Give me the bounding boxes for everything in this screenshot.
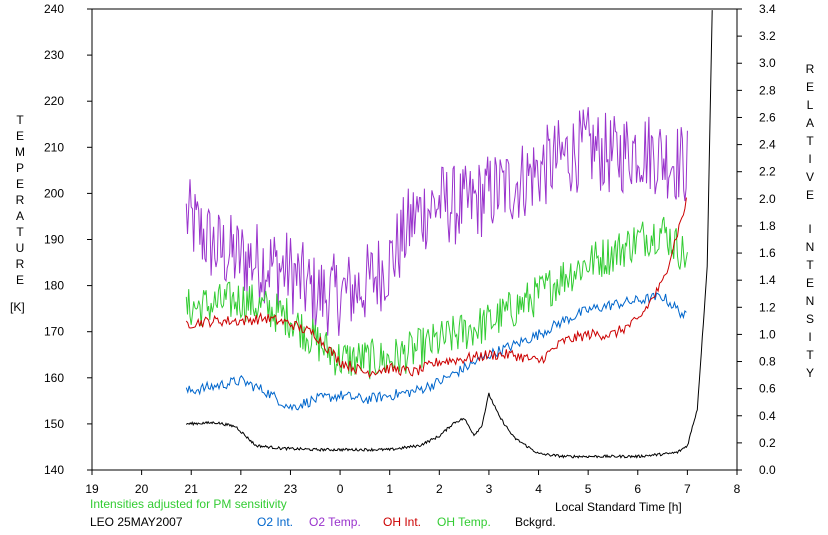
right-axis-letter: T [806, 258, 814, 272]
series-line-bckgrd [185, 10, 713, 459]
x-tick-label: 22 [234, 482, 248, 496]
left-axis-letter: U [15, 241, 25, 255]
right-tick-label: 0.0 [759, 463, 776, 477]
left-tick-label: 150 [44, 417, 64, 431]
right-tick-label: 2.8 [759, 83, 776, 97]
legend-item-o2-int: O2 Int. [257, 515, 294, 529]
right-tick-label: 2.0 [759, 192, 776, 206]
left-tick-label: 140 [44, 463, 64, 477]
right-axis-letter: T [806, 134, 814, 148]
left-axis-unit: [K] [10, 300, 25, 314]
x-tick-label: 3 [486, 482, 493, 496]
right-tick-label: 0.8 [759, 355, 776, 369]
left-axis-letter: E [15, 273, 24, 287]
x-tick-label: 1 [386, 482, 393, 496]
right-axis-letter: V [805, 170, 814, 184]
series-line-oh-int [185, 197, 687, 379]
right-axis-letter: N [805, 294, 815, 308]
x-tick-label: 19 [85, 482, 99, 496]
sensitivity-note: Intensities adjusted for PM sensitivity [90, 497, 287, 511]
right-tick-label: 0.2 [759, 436, 776, 450]
legend-item-oh-temp: OH Temp. [437, 515, 491, 529]
left-axis-letter: M [15, 145, 25, 159]
right-axis-letter: R [805, 62, 815, 76]
right-tick-label: 1.4 [759, 273, 776, 287]
x-tick-label: 21 [185, 482, 199, 496]
right-axis-letter: A [805, 116, 814, 130]
plot-frame [91, 8, 738, 471]
left-tick-label: 190 [44, 233, 64, 247]
right-axis-letter: L [806, 98, 814, 112]
right-tick-label: 2.6 [759, 110, 776, 124]
right-tick-label: 1.8 [759, 219, 776, 233]
legend-item-o2-temp: O2 Temp. [309, 515, 361, 529]
left-tick-label: 220 [44, 94, 64, 108]
left-axis-letter: T [16, 225, 24, 239]
left-tick-label: 180 [44, 279, 64, 293]
right-axis-letter: I [808, 330, 812, 344]
right-tick-label: 0.4 [759, 409, 776, 423]
right-axis-letter: E [805, 80, 814, 94]
right-tick-label: 2.4 [759, 138, 776, 152]
x-tick-label: 20 [135, 482, 149, 496]
left-axis-letter: R [15, 257, 25, 271]
right-tick-label: 3.0 [759, 56, 776, 70]
legend-item-bckgrd: Bckgrd. [515, 515, 556, 529]
right-axis-letter: Y [805, 366, 814, 380]
left-axis-letter: R [15, 193, 25, 207]
x-tick-label: 2 [436, 482, 443, 496]
left-tick-label: 240 [44, 2, 64, 16]
x-tick-label: 7 [684, 482, 691, 496]
right-tick-label: 1.6 [759, 246, 776, 260]
right-axis-letter: I [808, 222, 812, 236]
right-axis-word-gap [800, 204, 820, 220]
x-tick-label: 6 [634, 482, 641, 496]
right-axis-letter: E [805, 188, 814, 202]
right-tick-label: 1.2 [759, 300, 776, 314]
left-tick-label: 210 [44, 140, 64, 154]
left-axis-letter: E [15, 177, 24, 191]
series-line-o2-int [185, 292, 687, 412]
right-tick-label: 3.2 [759, 29, 776, 43]
series-line-o2-temp [185, 107, 688, 336]
left-tick-label: 170 [44, 325, 64, 339]
right-tick-label: 1.0 [759, 327, 776, 341]
x-tick-label: 0 [337, 482, 344, 496]
x-tick-label: 5 [585, 482, 592, 496]
left-axis-letter: T [16, 113, 24, 127]
left-tick-label: 200 [44, 186, 64, 200]
right-axis-letter: S [805, 312, 814, 326]
right-axis-letter: N [805, 240, 815, 254]
x-tick-label: 4 [535, 482, 542, 496]
series-line-oh-temp [185, 216, 688, 380]
right-axis-letter: T [806, 348, 814, 362]
left-tick-label: 160 [44, 371, 64, 385]
x-tick-label: 8 [734, 482, 741, 496]
left-tick-label: 230 [44, 48, 64, 62]
x-axis-label: Local Standard Time [h] [555, 500, 682, 514]
right-axis-letter: E [805, 276, 814, 290]
left-axis-letter: E [15, 129, 24, 143]
left-axis-letter: P [15, 161, 24, 175]
left-axis-letter: A [15, 209, 24, 223]
right-tick-label: 2.2 [759, 165, 776, 179]
right-tick-label: 0.6 [759, 382, 776, 396]
right-tick-label: 3.4 [759, 2, 776, 16]
site-date-label: LEO 25MAY2007 [90, 515, 183, 529]
x-tick-label: 23 [284, 482, 298, 496]
legend-item-oh-int: OH Int. [383, 515, 422, 529]
right-axis-letter: I [808, 152, 812, 166]
